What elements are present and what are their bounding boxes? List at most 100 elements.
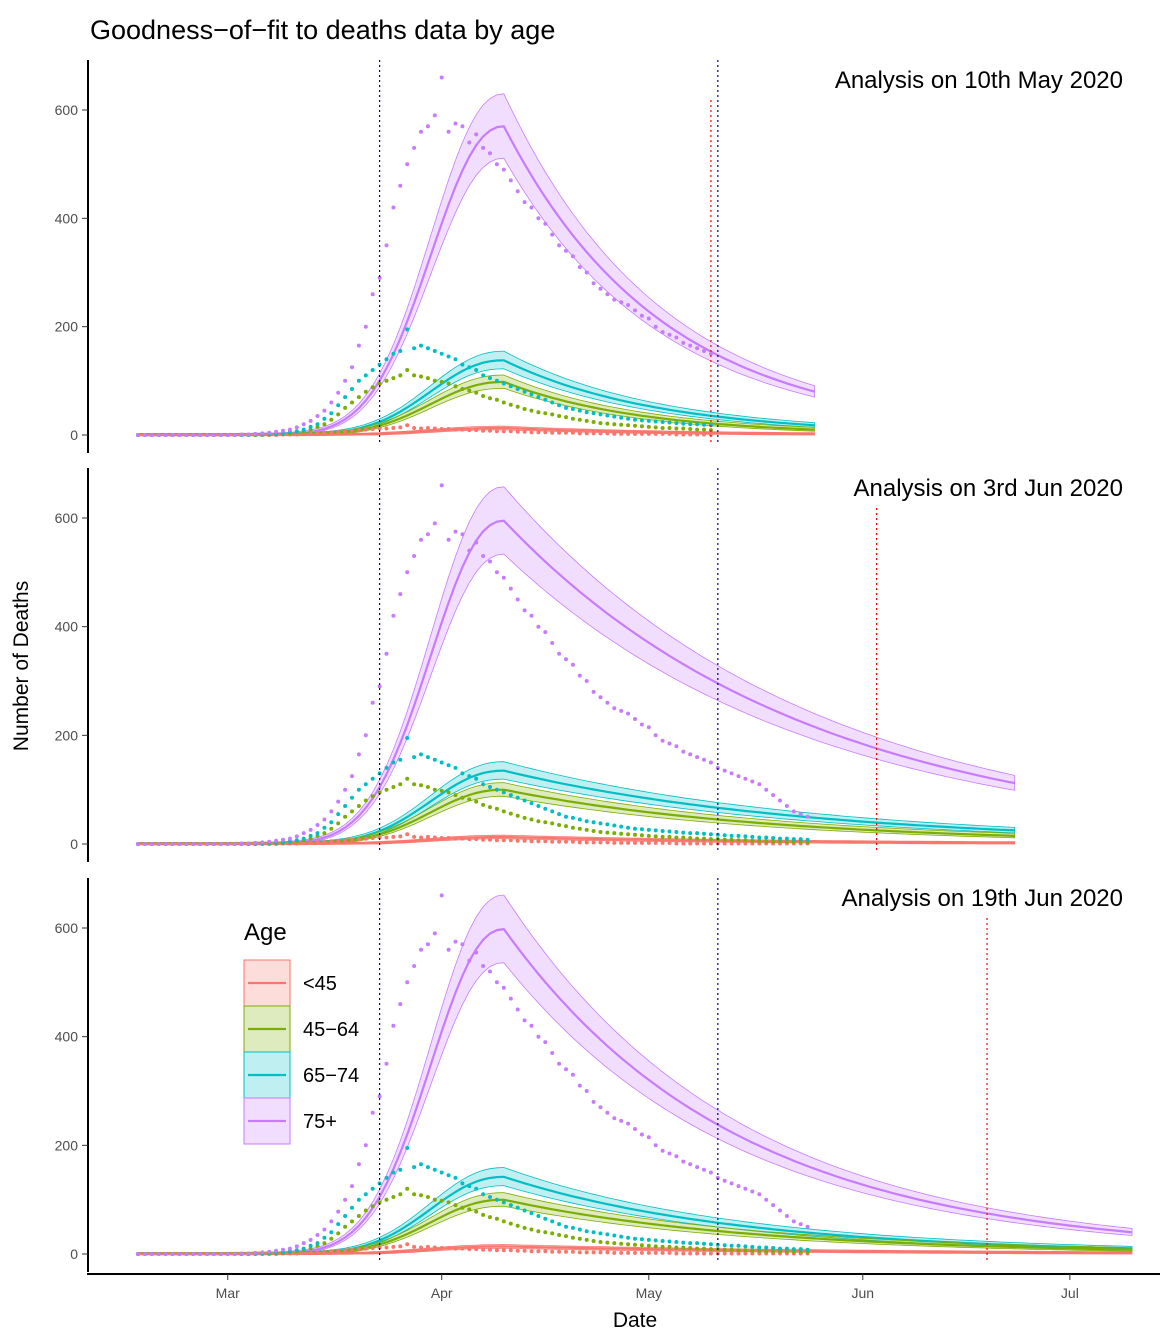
data-point-45_64 xyxy=(764,1249,769,1254)
data-point-65_74 xyxy=(412,1165,417,1170)
data-point-lt45 xyxy=(488,1247,492,1252)
data-point-75p xyxy=(702,757,706,762)
data-point-45_64 xyxy=(384,787,389,792)
data-point-65_74 xyxy=(308,833,313,838)
data-point-45_64 xyxy=(660,1244,665,1249)
ribbon-75p xyxy=(137,93,815,436)
data-point-45_64 xyxy=(336,821,341,826)
data-point-lt45 xyxy=(591,840,596,845)
data-point-lt45 xyxy=(432,835,437,840)
data-point-65_74 xyxy=(515,387,520,391)
data-point-75p xyxy=(377,684,382,689)
data-point-45_64 xyxy=(412,1192,417,1197)
data-point-75p xyxy=(343,787,348,792)
data-point-lt45 xyxy=(557,839,562,844)
data-point-75p xyxy=(315,1233,320,1237)
data-point-65_74 xyxy=(501,1200,506,1205)
data-point-65_74 xyxy=(536,395,541,400)
data-point-75p xyxy=(191,1252,196,1256)
data-point-lt45 xyxy=(515,838,520,843)
data-point-65_74 xyxy=(481,782,486,787)
data-point-75p xyxy=(384,243,389,248)
data-point-45_64 xyxy=(439,788,444,793)
x-tick-label: May xyxy=(636,1285,662,1301)
data-point-lt45 xyxy=(653,431,658,436)
data-point-lt45 xyxy=(315,840,320,845)
data-point-75p xyxy=(301,1241,306,1246)
data-point-75p xyxy=(287,836,292,841)
data-point-75p xyxy=(674,744,679,749)
data-point-45_64 xyxy=(474,1209,479,1214)
data-point-lt45 xyxy=(564,839,568,844)
data-point-75p xyxy=(591,689,596,694)
data-point-lt45 xyxy=(626,431,631,436)
data-point-75p xyxy=(474,950,479,955)
data-point-65_74 xyxy=(322,1235,327,1240)
data-point-65_74 xyxy=(294,429,299,434)
data-point-75p xyxy=(398,592,403,597)
data-point-65_74 xyxy=(384,357,389,362)
data-point-65_74 xyxy=(674,421,679,426)
data-point-45_64 xyxy=(439,379,444,384)
data-point-75p xyxy=(750,779,755,784)
data-point-75p xyxy=(329,1219,334,1224)
data-point-75p xyxy=(488,969,492,974)
data-point-65_74 xyxy=(557,812,562,817)
data-point-lt45 xyxy=(405,832,410,837)
data-point-75p xyxy=(419,129,423,134)
data-point-45_64 xyxy=(446,1200,451,1205)
data-point-45_64 xyxy=(446,790,451,795)
data-point-45_64 xyxy=(356,804,361,808)
data-point-45_64 xyxy=(681,835,686,840)
data-point-65_74 xyxy=(771,1246,776,1250)
data-point-75p xyxy=(398,183,403,188)
data-point-75p xyxy=(363,324,368,329)
data-point-lt45 xyxy=(474,428,479,433)
data-point-65_74 xyxy=(798,1247,803,1252)
y-tick-label: 200 xyxy=(55,727,79,743)
data-point-45_64 xyxy=(377,790,382,795)
data-point-65_74 xyxy=(543,806,548,811)
data-point-65_74 xyxy=(494,378,499,383)
data-point-75p xyxy=(432,521,437,526)
data-point-45_64 xyxy=(674,1245,679,1250)
data-point-lt45 xyxy=(639,1250,644,1255)
data-point-75p xyxy=(356,343,361,348)
data-point-45_64 xyxy=(350,400,354,405)
data-point-75p xyxy=(363,733,368,738)
data-point-45_64 xyxy=(550,821,555,826)
data-point-75p xyxy=(626,711,631,716)
data-point-45_64 xyxy=(653,1244,658,1249)
data-point-65_74 xyxy=(308,424,313,429)
data-point-45_64 xyxy=(626,832,631,837)
data-point-lt45 xyxy=(377,1245,382,1250)
data-point-65_74 xyxy=(557,403,562,408)
data-point-lt45 xyxy=(591,1250,596,1255)
data-point-65_74 xyxy=(446,354,451,359)
data-point-65_74 xyxy=(412,755,417,760)
data-point-lt45 xyxy=(543,839,548,844)
data-point-75p xyxy=(287,1246,292,1251)
data-point-75p xyxy=(743,1186,748,1191)
data-point-75p xyxy=(336,390,341,395)
data-point-75p xyxy=(570,254,575,259)
data-point-65_74 xyxy=(577,408,582,413)
data-point-75p xyxy=(591,1099,596,1104)
data-point-45_64 xyxy=(743,838,748,843)
data-point-45_64 xyxy=(708,837,713,842)
data-point-45_64 xyxy=(322,831,327,836)
data-point-75p xyxy=(308,418,313,423)
data-point-45_64 xyxy=(439,1198,444,1203)
data-point-75p xyxy=(439,893,444,898)
data-point-45_64 xyxy=(639,424,644,429)
data-point-75p xyxy=(274,429,279,434)
data-point-65_74 xyxy=(384,765,389,770)
data-point-65_74 xyxy=(598,412,603,417)
data-point-45_64 xyxy=(322,1241,327,1246)
y-tick-label: 600 xyxy=(55,510,79,526)
data-point-65_74 xyxy=(550,809,555,814)
data-point-65_74 xyxy=(626,416,631,421)
data-point-65_74 xyxy=(343,1214,348,1218)
data-point-45_64 xyxy=(363,389,368,394)
data-point-75p xyxy=(184,842,189,846)
